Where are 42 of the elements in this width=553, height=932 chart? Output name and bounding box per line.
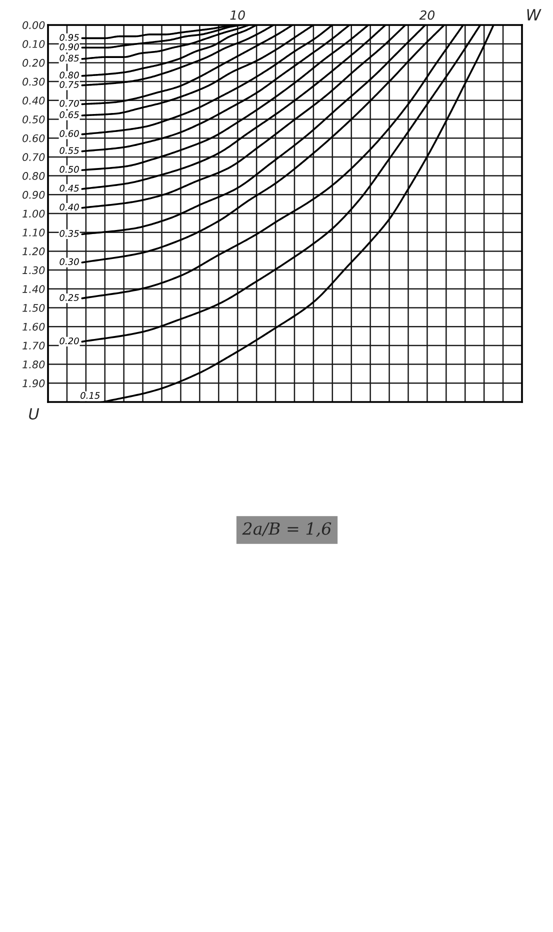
series-label: 0.60 — [60, 130, 79, 137]
y-tick-label: 0.70 — [22, 153, 45, 162]
series-label: 0.70 — [60, 100, 79, 107]
series-label: 0.20 — [60, 337, 79, 344]
series-label: 0.45 — [60, 184, 79, 192]
series-label: 0.35 — [60, 230, 79, 237]
series-label: 0.50 — [60, 166, 79, 173]
y-tick-label: 1.00 — [22, 210, 45, 218]
y-tick-label: 0.80 — [22, 172, 45, 180]
y-tick-label: 0.30 — [22, 78, 45, 86]
text: 2a/B = 1,6 — [242, 522, 332, 537]
series-label: 0.15 — [80, 392, 100, 399]
y-tick-label: 1.20 — [22, 247, 45, 256]
y-tick-label: 1.10 — [22, 228, 45, 236]
series-label: 0.55 — [60, 147, 79, 154]
y-tick-label: 1.90 — [22, 379, 45, 388]
y-tick-label: 1.50 — [22, 304, 45, 312]
y-tick-label: 1.70 — [22, 342, 45, 350]
series-label: 0.40 — [60, 204, 79, 210]
series-label: 0.65 — [60, 111, 79, 118]
y-tick-label: 0.40 — [22, 96, 45, 105]
series-label: 0.95 — [60, 34, 79, 41]
y-tick-label: 0.00 — [22, 21, 45, 30]
y-tick-label: 1.60 — [22, 322, 45, 331]
x-axis-title: W — [527, 9, 542, 20]
series-label: 0.25 — [60, 294, 79, 301]
x-tick-label: 20 — [419, 10, 435, 20]
y-axis-title: U — [29, 408, 40, 420]
y-tick-label: 0.10 — [22, 40, 45, 48]
y-tick-label: 0.20 — [22, 58, 45, 67]
series-label: 0.75 — [60, 81, 79, 88]
y-tick-label: 0.50 — [22, 115, 45, 124]
series-label: 0.30 — [60, 258, 79, 266]
y-tick-label: 0.90 — [22, 190, 45, 199]
x-tick-label: 10 — [230, 10, 245, 20]
series-label: 0.90 — [60, 43, 79, 50]
series-label: 0.85 — [60, 54, 79, 62]
series-label: 0.80 — [60, 72, 79, 79]
y-tick-label: 0.60 — [22, 134, 45, 142]
y-tick-label: 1.30 — [22, 266, 45, 274]
y-tick-label: 1.40 — [22, 285, 45, 294]
y-tick-label: 1.80 — [22, 360, 45, 368]
